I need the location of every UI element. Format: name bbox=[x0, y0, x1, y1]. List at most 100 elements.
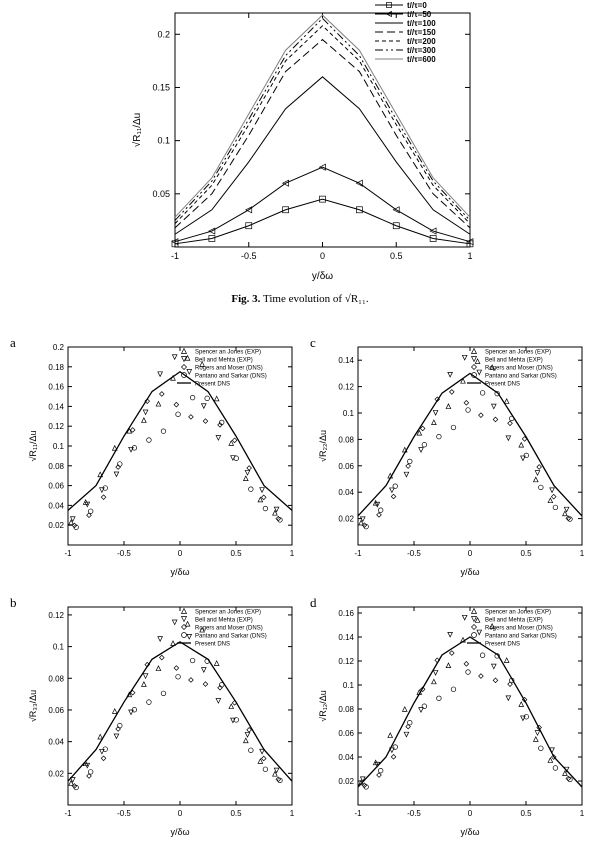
svg-text:0.06: 0.06 bbox=[338, 462, 354, 471]
figure-4d-chart: -1-0.500.510.020.040.060.080.10.120.140.… bbox=[310, 595, 590, 840]
svg-text:t//τ=100: t//τ=100 bbox=[407, 19, 436, 28]
figure-4c-chart: -1-0.500.510.020.040.060.080.10.120.14y/… bbox=[310, 335, 590, 580]
svg-text:Present DNS: Present DNS bbox=[195, 642, 230, 648]
svg-text:0.12: 0.12 bbox=[48, 422, 64, 431]
svg-text:0: 0 bbox=[468, 549, 473, 558]
svg-text:Rogers and Moser (DNS): Rogers and Moser (DNS) bbox=[485, 366, 553, 372]
svg-text:0.5: 0.5 bbox=[230, 549, 242, 558]
svg-text:0.1: 0.1 bbox=[53, 643, 65, 652]
svg-text:0.12: 0.12 bbox=[338, 657, 354, 666]
svg-text:0.5: 0.5 bbox=[520, 549, 532, 558]
svg-text:0.16: 0.16 bbox=[338, 609, 354, 618]
svg-text:t//τ=600: t//τ=600 bbox=[407, 55, 436, 64]
svg-text:Rogers and Moser (DNS): Rogers and Moser (DNS) bbox=[195, 366, 263, 372]
svg-text:0: 0 bbox=[468, 809, 473, 818]
svg-text:Bell and Mehta (EXP): Bell and Mehta (EXP) bbox=[485, 618, 543, 624]
svg-text:0.06: 0.06 bbox=[48, 706, 64, 715]
panel-b-label: b bbox=[10, 595, 17, 611]
figure-3-caption: Fig. 3. Time evolution of √R₁₁. bbox=[0, 293, 600, 305]
svg-text:√R₁₁/Δu: √R₁₁/Δu bbox=[131, 113, 143, 147]
svg-text:y/δω: y/δω bbox=[170, 567, 189, 577]
svg-text:0.14: 0.14 bbox=[48, 402, 64, 411]
svg-text:0.16: 0.16 bbox=[48, 383, 64, 392]
svg-text:0.5: 0.5 bbox=[520, 809, 532, 818]
svg-text:-0.5: -0.5 bbox=[117, 549, 131, 558]
svg-text:0: 0 bbox=[178, 809, 183, 818]
svg-text:0.04: 0.04 bbox=[48, 738, 64, 747]
svg-text:1: 1 bbox=[580, 809, 585, 818]
figure-4c-container: -1-0.500.510.020.040.060.080.10.120.14y/… bbox=[310, 335, 590, 580]
svg-text:y/δω: y/δω bbox=[460, 567, 479, 577]
svg-text:0.14: 0.14 bbox=[338, 356, 354, 365]
svg-text:0.02: 0.02 bbox=[338, 777, 354, 786]
svg-text:0.1: 0.1 bbox=[157, 136, 170, 146]
svg-text:0.04: 0.04 bbox=[48, 501, 64, 510]
svg-text:-1: -1 bbox=[354, 809, 362, 818]
svg-text:0.2: 0.2 bbox=[157, 29, 170, 39]
svg-text:-0.5: -0.5 bbox=[407, 549, 421, 558]
figure-3-chart: -1-0.500.510.050.10.150.2y/δω√R₁₁/Δut//τ… bbox=[120, 5, 480, 285]
figure-4a-chart: -1-0.500.510.020.040.060.080.10.120.140.… bbox=[20, 335, 300, 580]
svg-text:0.1: 0.1 bbox=[53, 442, 65, 451]
svg-text:Present DNS: Present DNS bbox=[485, 382, 520, 388]
svg-text:1: 1 bbox=[290, 809, 295, 818]
svg-text:0.5: 0.5 bbox=[230, 809, 242, 818]
svg-text:t//τ=50: t//τ=50 bbox=[407, 10, 432, 19]
figure-4a-container: -1-0.500.510.020.040.060.080.10.120.140.… bbox=[20, 335, 300, 580]
figure-3-caption-prefix: Fig. 3. bbox=[231, 293, 260, 305]
svg-text:t//τ=300: t//τ=300 bbox=[407, 46, 436, 55]
svg-text:y/δω: y/δω bbox=[170, 827, 189, 837]
svg-text:Pantano and Sarkar (DNS): Pantano and Sarkar (DNS) bbox=[485, 374, 557, 380]
svg-text:t//τ=150: t//τ=150 bbox=[407, 28, 436, 37]
svg-text:-0.5: -0.5 bbox=[241, 251, 257, 261]
svg-text:0.08: 0.08 bbox=[338, 705, 354, 714]
svg-text:√R₂₂/Δu: √R₂₂/Δu bbox=[318, 430, 328, 462]
svg-text:0.05: 0.05 bbox=[152, 189, 170, 199]
svg-text:0.06: 0.06 bbox=[48, 482, 64, 491]
svg-text:-0.5: -0.5 bbox=[407, 809, 421, 818]
svg-text:Bell and Mehta (EXP): Bell and Mehta (EXP) bbox=[195, 618, 253, 624]
figure-4b-container: -1-0.500.510.020.040.060.080.10.12y/δω√R… bbox=[20, 595, 300, 840]
svg-text:0.02: 0.02 bbox=[48, 769, 64, 778]
svg-text:-1: -1 bbox=[64, 549, 72, 558]
svg-text:0.08: 0.08 bbox=[338, 435, 354, 444]
svg-text:0.02: 0.02 bbox=[338, 515, 354, 524]
svg-text:Pantano and Sarkar (DNS): Pantano and Sarkar (DNS) bbox=[485, 634, 557, 640]
svg-text:Bell and Mehta (EXP): Bell and Mehta (EXP) bbox=[485, 358, 543, 364]
svg-text:Present DNS: Present DNS bbox=[195, 382, 230, 388]
svg-text:0.04: 0.04 bbox=[338, 753, 354, 762]
svg-text:0.08: 0.08 bbox=[48, 674, 64, 683]
svg-text:Pantano and Sarkar (DNS): Pantano and Sarkar (DNS) bbox=[195, 634, 267, 640]
svg-text:0: 0 bbox=[320, 251, 325, 261]
svg-text:0.15: 0.15 bbox=[152, 82, 170, 92]
svg-text:Spencer an Jones (EXP): Spencer an Jones (EXP) bbox=[485, 350, 551, 356]
svg-text:0.08: 0.08 bbox=[48, 462, 64, 471]
svg-text:0.1: 0.1 bbox=[343, 681, 355, 690]
svg-text:√R₁₂/Δu: √R₁₂/Δu bbox=[318, 690, 328, 722]
svg-text:0.04: 0.04 bbox=[338, 488, 354, 497]
svg-text:-0.5: -0.5 bbox=[117, 809, 131, 818]
svg-text:0.5: 0.5 bbox=[390, 251, 403, 261]
svg-text:0.18: 0.18 bbox=[48, 363, 64, 372]
svg-text:0.1: 0.1 bbox=[343, 409, 355, 418]
svg-text:√R₁₁/Δu: √R₁₁/Δu bbox=[28, 430, 38, 461]
svg-text:y/δω: y/δω bbox=[460, 827, 479, 837]
figure-4d-container: -1-0.500.510.020.040.060.080.10.120.140.… bbox=[310, 595, 590, 840]
figure-3-caption-text: Time evolution of √R₁₁. bbox=[263, 293, 369, 305]
svg-text:Rogers and Moser (DNS): Rogers and Moser (DNS) bbox=[195, 626, 263, 632]
svg-text:Rogers and Moser (DNS): Rogers and Moser (DNS) bbox=[485, 626, 553, 632]
svg-text:y/δω: y/δω bbox=[312, 271, 333, 282]
svg-text:Present DNS: Present DNS bbox=[485, 642, 520, 648]
svg-text:0.12: 0.12 bbox=[48, 611, 64, 620]
svg-text:-1: -1 bbox=[354, 549, 362, 558]
svg-text:0: 0 bbox=[178, 549, 183, 558]
svg-text:t//τ=0: t//τ=0 bbox=[407, 1, 427, 10]
svg-text:0.12: 0.12 bbox=[338, 383, 354, 392]
svg-text:0.02: 0.02 bbox=[48, 521, 64, 530]
svg-text:-1: -1 bbox=[171, 251, 179, 261]
svg-text:t//τ=200: t//τ=200 bbox=[407, 37, 436, 46]
figure-3-container: -1-0.500.510.050.10.150.2y/δω√R₁₁/Δut//τ… bbox=[120, 5, 480, 285]
svg-text:Bell and Mehta (EXP): Bell and Mehta (EXP) bbox=[195, 358, 253, 364]
svg-text:Spencer an Jones (EXP): Spencer an Jones (EXP) bbox=[485, 610, 551, 616]
svg-text:0.14: 0.14 bbox=[338, 633, 354, 642]
